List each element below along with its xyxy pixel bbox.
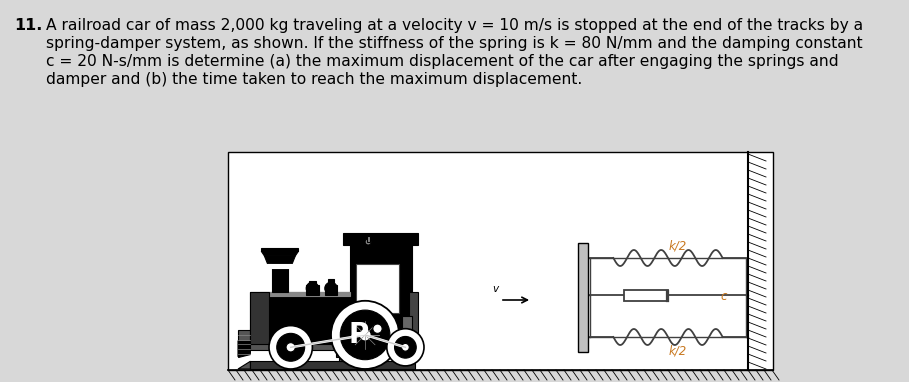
Circle shape [306,282,318,295]
Bar [267,264,293,268]
Bar [355,264,399,313]
Bar [339,355,355,361]
Circle shape [359,329,371,341]
Polygon shape [238,353,250,357]
Bar [272,261,287,291]
Polygon shape [238,330,250,357]
Circle shape [402,343,409,351]
Polygon shape [265,256,295,264]
Circle shape [373,324,382,333]
Bar [228,152,773,370]
Bar [408,291,418,338]
Bar [309,281,315,285]
Text: P: P [349,321,369,349]
Bar [366,236,370,242]
Text: spring-damper system, as shown. If the stiffness of the spring is k = 80 N/mm an: spring-damper system, as shown. If the s… [46,36,863,51]
Polygon shape [261,251,298,256]
Text: 11.: 11. [14,18,43,33]
Bar [261,248,298,251]
Text: k/2: k/2 [669,240,687,253]
Circle shape [387,329,424,366]
Text: damper and (b) the time taken to reach the maximum displacement.: damper and (b) the time taken to reach t… [46,72,583,87]
Text: k/2: k/2 [669,345,687,358]
Bar [250,344,350,350]
Bar [578,243,588,352]
Bar [335,352,345,357]
Bar [250,291,269,347]
Bar [350,239,412,347]
Circle shape [395,337,416,358]
Polygon shape [238,361,250,369]
Bar [238,330,250,341]
Bar [624,290,668,301]
Circle shape [340,310,390,360]
Bar [260,291,350,296]
Circle shape [286,343,295,352]
Circle shape [365,239,371,245]
Circle shape [276,333,305,361]
Bar [250,291,359,347]
Text: c = 20 N-s/mm is determine (a) the maximum displacement of the car after engagin: c = 20 N-s/mm is determine (a) the maxim… [46,54,839,69]
Circle shape [325,282,337,295]
Bar [250,361,415,369]
Bar [325,285,337,295]
Bar [306,285,318,295]
Bar [403,316,412,347]
Circle shape [269,325,313,369]
Text: A railroad car of mass 2,000 kg traveling at a velocity v = 10 m/s is stopped at: A railroad car of mass 2,000 kg travelin… [46,18,864,33]
Text: v: v [492,284,498,294]
Circle shape [331,301,399,369]
Bar [344,233,418,245]
Bar [328,279,335,285]
Text: c: c [720,290,726,303]
